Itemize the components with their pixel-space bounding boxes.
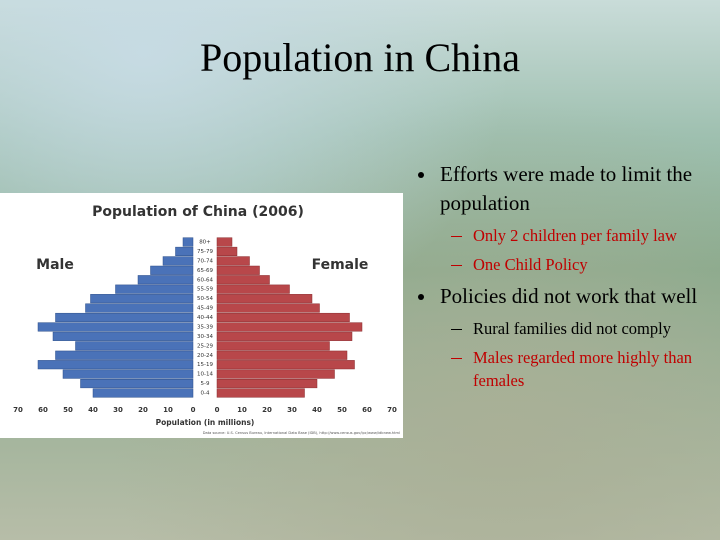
female-bar (216, 350, 348, 360)
sub-bullet-marker (451, 236, 462, 238)
sub-bullet-text: One Child Policy (473, 255, 588, 274)
x-tick-label: 20 (138, 406, 148, 414)
sub-bullet-marker (451, 358, 462, 360)
pyramid-chart: Population of China (2006) Male Female 0-4 5… (0, 193, 403, 438)
bullet-marker (418, 172, 424, 178)
male-bar (55, 312, 194, 323)
age-label: 45-49 (197, 306, 213, 312)
age-label: 40-44 (197, 315, 213, 321)
age-label: 0-4 (201, 391, 210, 397)
x-tick-label: 20 (262, 406, 272, 414)
sub-bullet: One Child Policy (415, 253, 710, 276)
female-bar (216, 294, 313, 304)
female-bar (216, 275, 270, 285)
sub-bullet-text: Rural families did not comply (473, 319, 671, 338)
age-label: 20-24 (197, 353, 213, 359)
sub-bullet-marker (451, 265, 462, 267)
female-bar (216, 331, 353, 341)
x-axis-label: Population (in millions) (156, 418, 255, 427)
male-bar (62, 369, 194, 379)
bullet-list: Efforts were made to limit the populatio… (415, 160, 710, 398)
x-tick-label: 50 (337, 406, 347, 414)
female-bar (216, 237, 233, 247)
x-tick-label: 50 (63, 406, 73, 414)
male-bar (115, 284, 194, 294)
male-bar (162, 256, 194, 266)
x-tick-label: 60 (362, 406, 372, 414)
x-tick-label: 30 (113, 406, 123, 414)
female-bar (216, 303, 320, 313)
x-tick-label: 60 (38, 406, 48, 414)
sub-bullet-marker (451, 329, 462, 331)
x-tick-label: 0 (215, 406, 220, 414)
male-bar (80, 379, 194, 389)
male-bar (37, 322, 194, 332)
female-bar (216, 256, 250, 266)
female-bar (216, 284, 290, 294)
age-label: 80+ (199, 240, 211, 246)
male-bar (182, 237, 194, 247)
male-bar (90, 294, 194, 304)
age-label: 65-69 (197, 268, 213, 274)
age-label: 5-9 (201, 381, 210, 387)
bullet: Efforts were made to limit the populatio… (415, 160, 710, 218)
age-label: 50-54 (197, 296, 213, 302)
age-label: 75-79 (197, 249, 213, 255)
male-bar (175, 246, 194, 256)
female-bar (216, 322, 363, 332)
sub-bullet-text: Only 2 children per family law (473, 226, 677, 245)
female-bar (216, 246, 238, 256)
male-bar (85, 303, 194, 313)
x-tick-label: 0 (191, 406, 196, 414)
bullet-text: Policies did not work that well (440, 284, 698, 308)
male-bar (55, 350, 194, 360)
male-bar (92, 388, 194, 398)
female-bar (216, 369, 335, 379)
bullet: Policies did not work that well (415, 282, 710, 311)
female-bar (216, 379, 318, 389)
age-label: 60-64 (197, 277, 213, 283)
female-bar (216, 388, 305, 398)
x-tick-label: 30 (287, 406, 297, 414)
male-bar (75, 341, 194, 351)
sub-bullet: Rural families did not comply (415, 317, 710, 340)
age-label: 70-74 (197, 258, 213, 264)
x-tick-label: 10 (237, 406, 247, 414)
chart-title: Population of China (2006) (92, 204, 304, 220)
x-tick-label: 70 (387, 406, 397, 414)
bullet-text: Efforts were made to limit the populatio… (440, 162, 693, 215)
age-label: 15-19 (197, 362, 213, 368)
female-bar (216, 360, 355, 370)
slide-title: Population in China (200, 35, 520, 80)
legend-label: Male (36, 257, 74, 273)
age-label: 10-14 (197, 372, 213, 378)
sub-bullet: Only 2 children per family law (415, 224, 710, 247)
source-note: Data source: U.S. Census Bureau, Interna… (203, 431, 400, 435)
x-tick-label: 40 (312, 406, 322, 414)
age-label: 35-39 (197, 324, 213, 330)
x-tick-label: 70 (13, 406, 23, 414)
x-tick-label: 40 (88, 406, 98, 414)
female-bar (216, 341, 330, 351)
female-bar (216, 312, 350, 323)
sub-bullet-text: Males regarded more highly than females (473, 348, 693, 390)
male-bar (37, 360, 194, 370)
age-label: 30-34 (197, 334, 213, 340)
male-bar (150, 265, 194, 275)
age-label: 25-29 (197, 343, 213, 349)
male-bar (137, 275, 194, 285)
male-bar (52, 331, 194, 341)
sub-bullet: Males regarded more highly than females (415, 346, 710, 392)
bullet-marker (418, 294, 424, 300)
legend-label: Female (312, 257, 369, 273)
female-bar (216, 265, 260, 275)
age-label: 55-59 (197, 287, 213, 293)
x-tick-label: 10 (163, 406, 173, 414)
